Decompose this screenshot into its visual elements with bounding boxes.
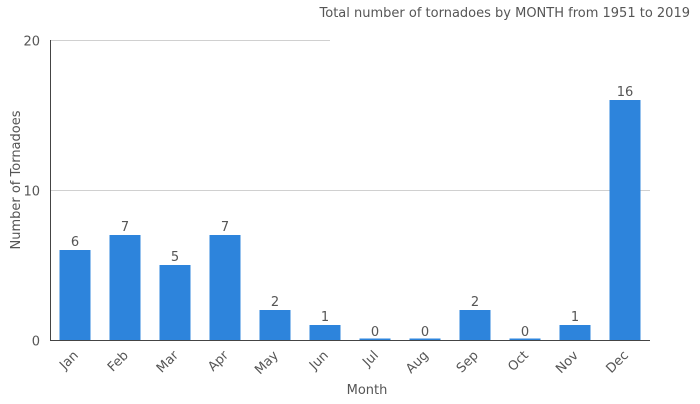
x-tick-label: Feb	[105, 348, 132, 375]
data-label: 16	[617, 85, 634, 100]
x-tick-label: Aug	[403, 348, 432, 377]
data-label: 0	[521, 325, 529, 340]
x-tick-label: Dec	[603, 348, 631, 376]
x-tick-label: Nov	[553, 348, 582, 377]
data-label: 0	[421, 325, 429, 340]
bar-mar	[159, 265, 191, 340]
bar-jan	[59, 250, 91, 340]
y-tick-label: 20	[23, 35, 40, 50]
data-label: 7	[121, 220, 129, 235]
bar-jun	[309, 325, 341, 340]
bar-may	[259, 310, 291, 340]
x-tick-label: Jun	[306, 348, 332, 374]
x-tick-label: Apr	[205, 348, 232, 375]
y-tick-label: 10	[23, 185, 40, 200]
data-label: 7	[221, 220, 229, 235]
bar-sep	[459, 310, 491, 340]
x-tick-label: Sep	[454, 348, 482, 376]
x-tick-label: Jan	[56, 348, 81, 373]
chart-title: Total number of tornadoes by MONTH from …	[319, 6, 690, 21]
y-tick-label: 0	[32, 335, 40, 350]
bar-feb	[109, 235, 141, 340]
x-axis-label: Month	[347, 383, 388, 398]
y-axis-label: Number of Tornadoes	[9, 110, 24, 249]
bar-dec	[609, 100, 641, 340]
data-label: 0	[371, 325, 379, 340]
bar-apr	[209, 235, 241, 340]
x-tick-label: Oct	[505, 348, 532, 375]
data-label: 5	[171, 250, 179, 265]
x-tick-label: Jul	[359, 348, 381, 370]
x-tick-label: Mar	[154, 348, 182, 376]
data-label: 2	[271, 295, 279, 310]
data-label: 2	[471, 295, 479, 310]
data-label: 6	[71, 235, 79, 250]
data-label: 1	[571, 310, 579, 325]
x-tick-label: May	[252, 348, 282, 378]
bar-jul	[359, 338, 391, 340]
data-label: 1	[321, 310, 329, 325]
bar-oct	[509, 338, 541, 340]
bar-nov	[559, 325, 591, 340]
bar-aug	[409, 338, 441, 340]
